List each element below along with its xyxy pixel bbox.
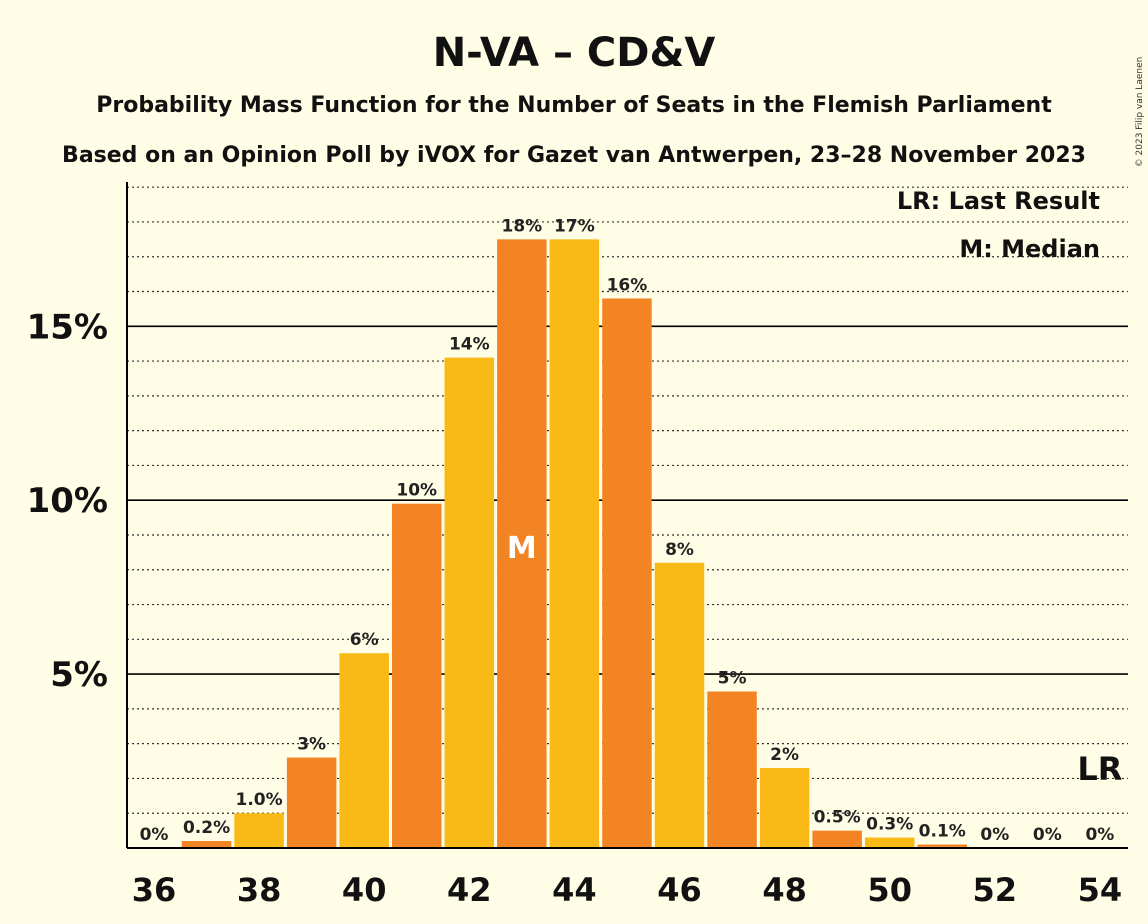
data-label-54: 0% xyxy=(1085,825,1114,845)
x-tick-label: 44 xyxy=(552,871,597,909)
data-label-46: 8% xyxy=(665,540,694,560)
chart-title: N-VA – CD&V xyxy=(433,30,716,76)
axes: 5% 10% 15% 36 38 40 42 44 46 48 50 52 54 xyxy=(27,182,1128,909)
bar-38 xyxy=(234,813,284,848)
bar-49 xyxy=(812,830,862,848)
data-label-43: 18% xyxy=(501,216,542,236)
x-tick-label: 42 xyxy=(447,871,492,909)
data-label-52: 0% xyxy=(980,825,1009,845)
x-tick-label: 50 xyxy=(867,871,912,909)
data-label-53: 0% xyxy=(1033,825,1062,845)
bar-51 xyxy=(917,844,967,848)
bar-41 xyxy=(392,503,442,848)
y-tick-label: 10% xyxy=(27,481,108,521)
x-tick-label: 48 xyxy=(762,871,807,909)
legend-median: M: Median xyxy=(959,235,1100,263)
data-label-39: 3% xyxy=(297,735,326,755)
data-label-44: 17% xyxy=(554,216,595,236)
last-result-marker: LR xyxy=(1077,750,1122,788)
bar-43 xyxy=(497,239,547,849)
x-tick-label: 46 xyxy=(657,871,702,909)
data-label-47: 5% xyxy=(718,668,747,688)
x-tick-label: 40 xyxy=(342,871,387,909)
data-label-45: 16% xyxy=(607,275,648,295)
bar-39 xyxy=(286,757,337,848)
x-tick-label: 52 xyxy=(973,871,1018,909)
bar-46 xyxy=(654,562,705,848)
bar-45 xyxy=(602,298,652,848)
bar-42 xyxy=(444,357,495,848)
data-label-42: 14% xyxy=(449,335,490,355)
y-tick-label: 5% xyxy=(50,655,108,695)
legend-last-result: LR: Last Result xyxy=(897,187,1100,215)
bar-44 xyxy=(549,239,600,849)
x-tick-label: 36 xyxy=(132,871,177,909)
data-label-38: 1.0% xyxy=(236,790,283,810)
data-label-50: 0.3% xyxy=(866,815,913,835)
data-label-37: 0.2% xyxy=(183,818,230,838)
bar-37 xyxy=(181,841,232,848)
bars xyxy=(181,239,967,849)
y-tick-label: 15% xyxy=(27,307,108,347)
data-label-36: 0% xyxy=(140,825,169,845)
data-label-49: 0.5% xyxy=(814,808,861,828)
data-label-41: 10% xyxy=(396,481,437,501)
chart-subtitle-1: Probability Mass Function for the Number… xyxy=(96,93,1052,118)
data-label-51: 0.1% xyxy=(919,822,966,842)
data-label-48: 2% xyxy=(770,745,799,765)
x-tick-label: 54 xyxy=(1078,871,1123,909)
bar-47 xyxy=(707,691,757,848)
median-marker: M xyxy=(507,531,537,566)
bar-48 xyxy=(759,768,810,848)
chart-subtitle-2: Based on an Opinion Poll by iVOX for Gaz… xyxy=(62,143,1086,168)
data-label-40: 6% xyxy=(350,630,379,650)
copyright-note: © 2023 Filip van Laenen xyxy=(1135,57,1145,168)
bar-40 xyxy=(339,653,389,848)
bar-50 xyxy=(864,837,915,848)
x-tick-label: 38 xyxy=(237,871,282,909)
data-labels: 0% 0.2% 1.0% 3% 6% 10% 14% 18% M 17% 16% 8% 5% 2% 0.5%… xyxy=(140,216,1123,845)
